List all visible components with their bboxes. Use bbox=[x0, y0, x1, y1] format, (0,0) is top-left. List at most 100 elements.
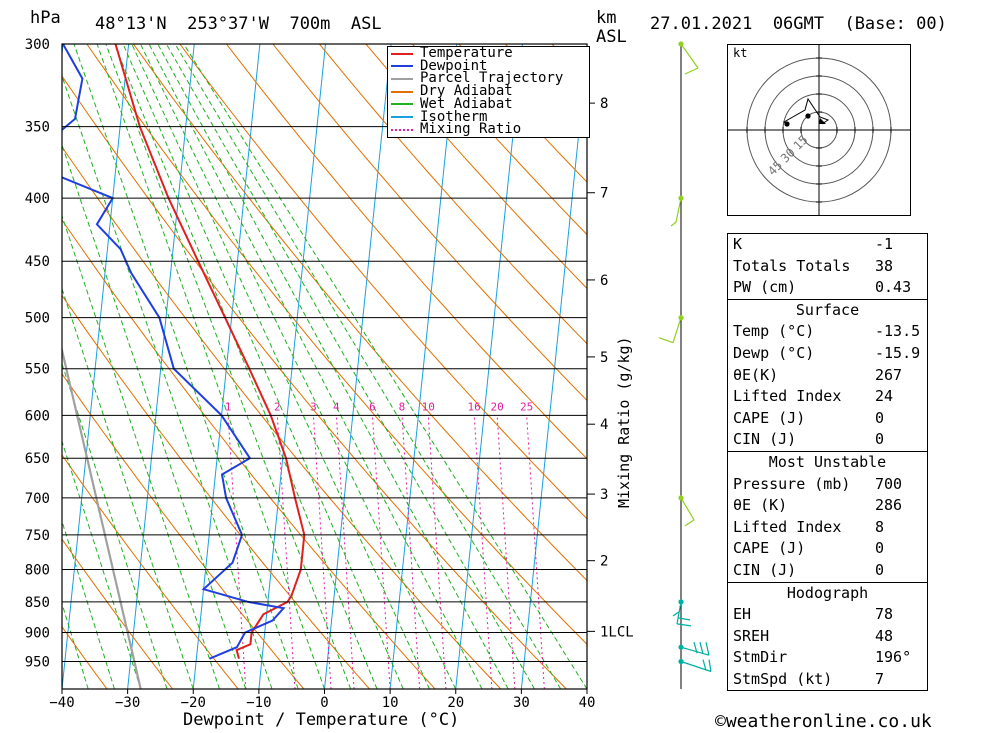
pressure-tick-label: 500 bbox=[25, 311, 50, 327]
mixing-ratio-label: 2 bbox=[274, 400, 281, 413]
dry-adiabat-line bbox=[62, 75, 567, 689]
location-title: 48°13'N 253°37'W 700m ASL bbox=[95, 14, 382, 34]
wind-barb bbox=[678, 658, 712, 673]
table-row-value: 0.43 bbox=[875, 278, 912, 297]
table-section-title: Most Unstable bbox=[768, 452, 887, 471]
wet-adiabat-line bbox=[114, 44, 378, 689]
credit-label: ©weatheronline.co.uk bbox=[715, 711, 932, 732]
isotherm-line bbox=[324, 44, 392, 689]
wind-barb-segment bbox=[708, 659, 712, 672]
isotherm-line bbox=[192, 44, 261, 689]
x-axis-title: Dewpoint / Temperature (°C) bbox=[183, 710, 460, 730]
isotherm-line bbox=[62, 44, 130, 689]
x-tick-label: −10 bbox=[246, 695, 271, 711]
legend-item: Parcel Trajectory bbox=[391, 70, 564, 87]
wet-adiabat-line bbox=[105, 44, 352, 689]
mixing-ratio-line bbox=[401, 415, 421, 689]
dry-adiabat-line bbox=[86, 44, 587, 645]
table-section: Hodograph EH 78 SREH 48 StmDir 196° StmSpd (kt)… bbox=[728, 581, 927, 691]
table-row-label: K bbox=[733, 235, 743, 253]
dry-adiabat-line bbox=[226, 44, 587, 460]
x-tick-label: 0 bbox=[320, 695, 328, 711]
table-row-label: CIN (J) bbox=[733, 430, 797, 449]
pressure-tick-label: 800 bbox=[25, 562, 50, 578]
x-tick-label: −40 bbox=[49, 695, 74, 711]
wind-barb bbox=[670, 195, 684, 227]
pressure-tick-label: 550 bbox=[25, 362, 50, 378]
table-row: Pressure (mb) 700 bbox=[728, 474, 927, 496]
asl-unit-label: ASL bbox=[596, 27, 627, 47]
table-row-value: 0 bbox=[875, 560, 885, 579]
table-row: K -1 bbox=[728, 234, 927, 256]
dry-adiabat-line bbox=[179, 44, 587, 520]
legend-item: Mixing Ratio bbox=[391, 122, 521, 136]
wet-adiabat-line bbox=[183, 44, 587, 689]
dry-adiabat-line bbox=[458, 44, 587, 183]
table-row-value: 0 bbox=[875, 539, 885, 558]
table-section: Most Unstable Pressure (mb) 700 θE (K) 286 Li… bbox=[728, 450, 927, 582]
km-unit-label: km bbox=[596, 8, 617, 28]
x-tick-label: −30 bbox=[115, 695, 140, 711]
legend-swatch bbox=[391, 103, 413, 106]
legend-label: Parcel Trajectory bbox=[420, 70, 564, 87]
table-row-label: Temp (°C) bbox=[733, 322, 815, 341]
table-row: StmSpd (kt) 7 bbox=[728, 669, 927, 691]
pressure-tick-label: 850 bbox=[25, 595, 50, 611]
legend-item: Dry Adiabat bbox=[391, 84, 513, 98]
table-section-title: Hodograph bbox=[786, 583, 869, 602]
table-row: Totals Totals 38 bbox=[728, 256, 927, 278]
wet-adiabat-line bbox=[140, 44, 457, 689]
hodograph-trace bbox=[783, 97, 830, 125]
mixing-ratio-label: 10 bbox=[422, 400, 435, 413]
table-row-label: CIN (J) bbox=[733, 560, 797, 579]
wind-barb-dot bbox=[678, 495, 684, 501]
wet-adiabat-line bbox=[62, 362, 168, 689]
dry-adiabat-line bbox=[272, 44, 587, 402]
legend-label: Dewpoint bbox=[420, 57, 488, 74]
mixing-ratio-label: 16 bbox=[468, 400, 481, 413]
pressure-tick-label: 950 bbox=[25, 655, 50, 671]
hodograph-point bbox=[784, 121, 790, 127]
pressure-tick-label: 450 bbox=[25, 254, 50, 270]
legend-swatch bbox=[391, 128, 413, 131]
table-row-label: Pressure (mb) bbox=[733, 474, 851, 493]
mixing-ratio-label: 8 bbox=[399, 400, 406, 413]
table-row-label: SREH bbox=[733, 626, 770, 645]
wet-adiabat-line bbox=[62, 74, 273, 689]
table-row: CAPE (J) 0 bbox=[728, 408, 927, 430]
legend-swatch bbox=[391, 52, 413, 55]
wet-adiabat-line bbox=[157, 44, 509, 689]
legend-swatch bbox=[391, 65, 413, 68]
indices-table: K -1 Totals Totals 38 PW (cm) 0.43 Surface Temp… bbox=[727, 233, 928, 692]
wet-adiabat-line bbox=[122, 44, 404, 689]
dry-adiabat-line bbox=[132, 44, 587, 582]
wet-adiabat-line bbox=[62, 214, 220, 689]
wind-barb-segment bbox=[658, 337, 674, 344]
dry-adiabat-line bbox=[412, 44, 587, 236]
table-row-value: 78 bbox=[875, 605, 894, 624]
x-tick-label: 40 bbox=[579, 695, 596, 711]
wind-barb-segment bbox=[693, 642, 698, 654]
table-row-value: 8 bbox=[875, 517, 885, 536]
dry-adiabat-line bbox=[365, 44, 587, 290]
wet-adiabat-line bbox=[73, 44, 299, 689]
wind-barb-dot bbox=[678, 195, 684, 201]
mixing-ratio-axis-title: Mixing Ratio (g/kg) bbox=[615, 336, 633, 508]
wet-adiabat-line bbox=[174, 44, 562, 689]
wind-barb-segment bbox=[684, 519, 695, 527]
table-row: θE(K) 267 bbox=[728, 365, 927, 387]
table-row-label: CAPE (J) bbox=[733, 539, 806, 558]
mixing-ratio-line bbox=[427, 415, 447, 689]
wet-adiabat-line bbox=[62, 287, 194, 689]
table-row-value: 38 bbox=[875, 256, 894, 275]
pressure-tick-label: 400 bbox=[25, 191, 50, 207]
table-row: PW (cm) 0.43 bbox=[728, 277, 927, 299]
x-tick-label: 10 bbox=[382, 695, 399, 711]
wind-barb-segment bbox=[672, 317, 682, 343]
wind-barb-dot bbox=[678, 658, 684, 665]
wind-barb-segment bbox=[670, 221, 677, 227]
isotherm-line bbox=[455, 44, 523, 689]
height-tick-label: 8 bbox=[600, 96, 608, 112]
dry-adiabat-line bbox=[62, 372, 305, 689]
